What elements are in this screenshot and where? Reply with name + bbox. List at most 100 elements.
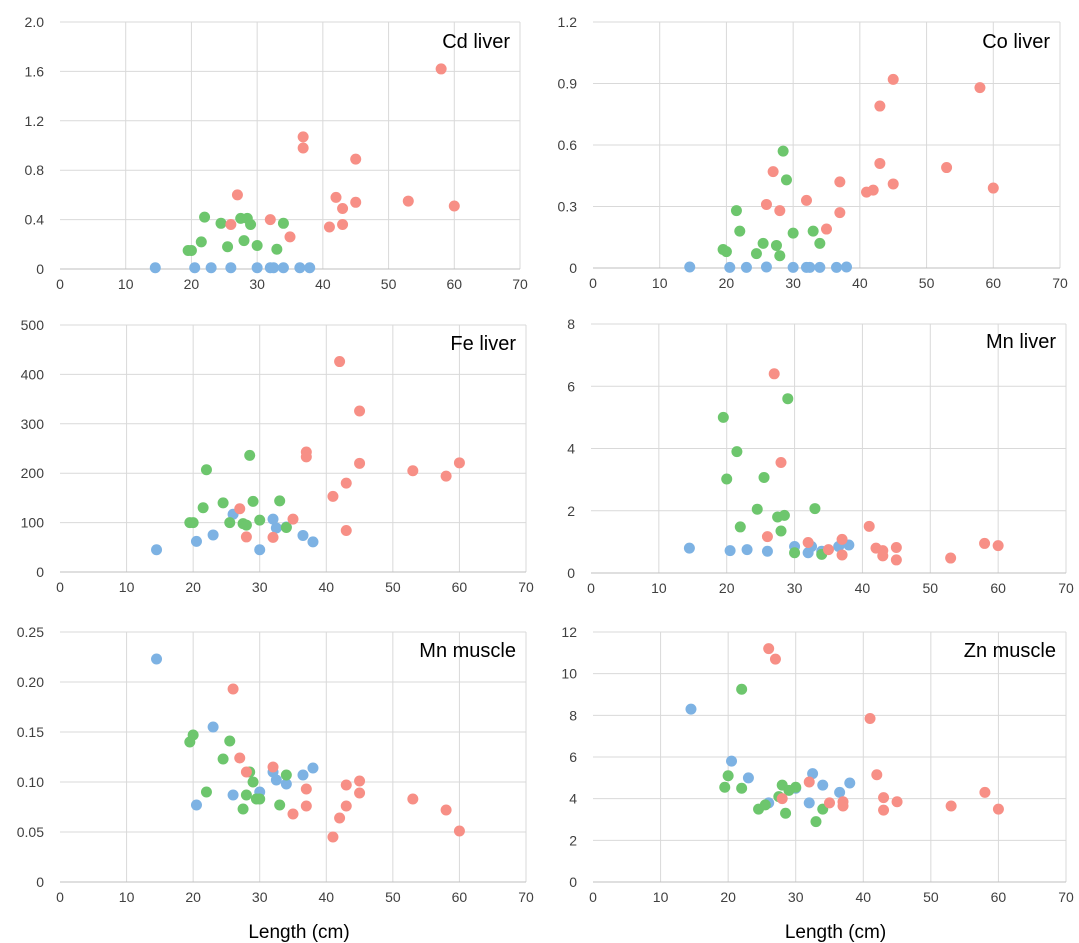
data-point (878, 804, 890, 816)
y-tick-label: 0.05 (17, 824, 44, 840)
data-point (721, 473, 733, 485)
data-point (780, 174, 792, 186)
data-point (340, 525, 352, 537)
data-point (763, 643, 775, 655)
data-point (775, 457, 787, 469)
x-tick-label: 30 (787, 580, 803, 596)
x-tick-label: 0 (56, 579, 64, 595)
data-point (448, 200, 460, 212)
data-point (817, 779, 829, 791)
x-tick-label: 50 (922, 580, 938, 596)
data-point (297, 142, 309, 154)
data-point (823, 544, 834, 556)
y-tick-label: 0 (36, 564, 44, 580)
data-point (215, 217, 227, 229)
y-tick-label: 0.15 (17, 724, 44, 740)
y-tick-label: 0.25 (17, 624, 44, 640)
x-axis-label: Length (cm) (785, 922, 886, 943)
panel-title: Mn liver (986, 331, 1056, 353)
x-tick-label: 40 (318, 579, 334, 595)
data-point (297, 131, 309, 143)
y-tick-label: 200 (21, 465, 45, 481)
data-point (736, 782, 748, 794)
data-point (231, 189, 243, 201)
y-tick-label: 100 (21, 515, 45, 531)
data-point (327, 831, 339, 843)
data-point (280, 769, 292, 781)
data-point (304, 262, 316, 274)
y-tick-label: 0 (36, 261, 44, 277)
data-point (760, 198, 772, 210)
data-point (836, 533, 848, 545)
data-point (237, 803, 249, 815)
data-point (277, 217, 289, 229)
data-point (247, 776, 259, 788)
data-point (294, 262, 306, 274)
y-tick-label: 0.4 (25, 212, 45, 228)
data-point (337, 219, 349, 231)
y-tick-label: 2 (569, 832, 577, 848)
data-point (800, 194, 812, 206)
data-point (277, 262, 289, 274)
data-point (717, 411, 729, 423)
y-tick-label: 0 (569, 260, 577, 276)
y-tick-label: 500 (21, 317, 45, 333)
data-point (224, 517, 236, 529)
data-point (330, 191, 342, 203)
data-point (270, 774, 282, 786)
data-point (685, 703, 697, 715)
data-point (264, 214, 276, 226)
x-tick-label: 50 (919, 275, 935, 291)
data-point (189, 262, 201, 274)
y-tick-label: 8 (567, 316, 575, 332)
data-point (757, 237, 769, 249)
data-point (247, 495, 259, 507)
data-point (824, 797, 835, 809)
data-point (726, 755, 738, 767)
data-point (197, 502, 209, 514)
data-point (740, 261, 752, 273)
data-point (200, 786, 212, 798)
data-point (149, 262, 161, 274)
y-tick-label: 1.2 (558, 14, 578, 30)
data-point (207, 721, 219, 733)
panel-title: Zn muscle (964, 640, 1056, 662)
data-point (234, 752, 246, 764)
x-tick-label: 70 (512, 276, 528, 292)
x-tick-label: 50 (923, 889, 939, 905)
data-point (760, 261, 772, 273)
data-point (790, 781, 802, 793)
data-point (222, 241, 234, 253)
x-tick-label: 60 (990, 580, 1006, 596)
data-point (751, 503, 763, 515)
data-point (803, 797, 815, 809)
data-point (287, 513, 299, 525)
data-point (778, 509, 790, 521)
y-tick-label: 12 (561, 624, 577, 640)
data-point (453, 825, 465, 837)
data-point (750, 248, 762, 260)
data-point (787, 261, 799, 273)
data-point (200, 464, 212, 476)
data-point (280, 778, 292, 790)
panel-title: Cd liver (442, 31, 510, 53)
data-point (887, 73, 899, 85)
panel-title: Mn muscle (419, 640, 516, 662)
data-point (992, 803, 1004, 815)
data-point (334, 812, 346, 824)
y-tick-label: 0.6 (558, 137, 578, 153)
data-point (300, 783, 312, 795)
data-point (945, 552, 957, 564)
data-point (307, 762, 319, 774)
x-tick-label: 40 (852, 275, 868, 291)
data-point (238, 235, 250, 247)
y-tick-label: 1.2 (25, 113, 45, 129)
x-tick-label: 20 (185, 889, 201, 905)
data-point (225, 219, 237, 231)
data-point (974, 82, 986, 94)
data-point (684, 261, 696, 273)
x-tick-label: 60 (985, 275, 1001, 291)
x-tick-label: 20 (719, 275, 735, 291)
x-tick-label: 0 (587, 580, 595, 596)
y-tick-label: 10 (561, 666, 577, 682)
